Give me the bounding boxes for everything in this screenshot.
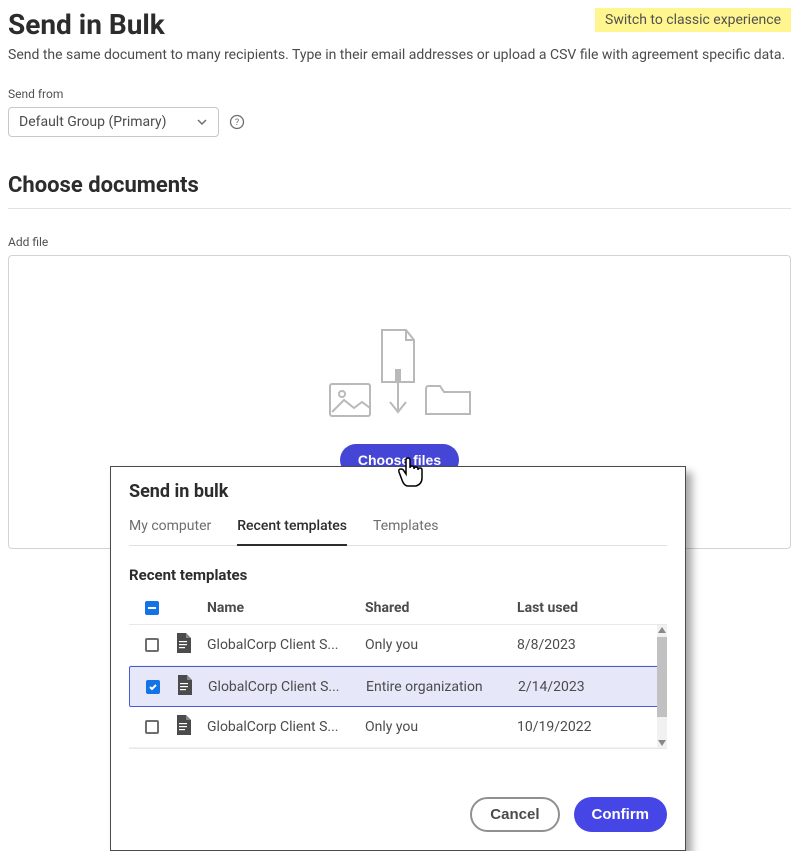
table-header: Name Shared Last used: [129, 592, 667, 624]
choose-documents-heading: Choose documents: [8, 173, 791, 209]
scroll-down-icon[interactable]: [657, 738, 667, 748]
table-title: Recent templates: [129, 566, 667, 584]
row-checkbox[interactable]: [145, 720, 159, 734]
file-picker-modal: Send in bulk My computer Recent template…: [110, 466, 686, 851]
row-last-used: 10/19/2022: [517, 719, 655, 735]
document-icon: [175, 715, 191, 735]
row-checkbox[interactable]: [145, 638, 159, 652]
row-checkbox[interactable]: [146, 680, 160, 694]
document-icon: [176, 675, 192, 695]
column-name[interactable]: Name: [207, 600, 365, 616]
page-title: Send in Bulk: [8, 8, 165, 41]
cancel-button[interactable]: Cancel: [470, 797, 559, 832]
tab-templates[interactable]: Templates: [373, 518, 439, 545]
svg-text:?: ?: [235, 118, 239, 128]
scroll-up-icon[interactable]: [657, 625, 667, 635]
send-from-select[interactable]: Default Group (Primary): [8, 107, 219, 137]
table-row[interactable]: GlobalCorp Client S... Only you 10/19/20…: [129, 707, 667, 748]
table-row[interactable]: GlobalCorp Client S... Entire organizati…: [129, 666, 667, 707]
tab-recent-templates[interactable]: Recent templates: [237, 518, 347, 546]
upload-icons: [328, 328, 472, 418]
row-name: GlobalCorp Client S...: [207, 637, 365, 653]
table-body: GlobalCorp Client S... Only you 8/8/2023…: [129, 624, 667, 749]
table-row[interactable]: GlobalCorp Client S... Only you 8/8/2023: [129, 625, 667, 666]
tab-my-computer[interactable]: My computer: [129, 518, 211, 545]
row-shared: Only you: [365, 719, 517, 735]
document-icon: [175, 633, 191, 653]
modal-tabs: My computer Recent templates Templates: [129, 518, 667, 546]
row-name: GlobalCorp Client S...: [207, 719, 365, 735]
scrollbar[interactable]: [657, 625, 667, 748]
classic-experience-link[interactable]: Switch to classic experience: [595, 8, 791, 32]
confirm-button[interactable]: Confirm: [574, 797, 668, 832]
row-shared: Entire organization: [366, 679, 518, 695]
chevron-down-icon: [196, 116, 208, 128]
column-last-used[interactable]: Last used: [517, 600, 667, 616]
help-icon[interactable]: ?: [229, 114, 245, 130]
column-shared[interactable]: Shared: [365, 600, 517, 616]
row-last-used: 2/14/2023: [518, 679, 654, 695]
send-from-label: Send from: [8, 87, 791, 101]
row-name: GlobalCorp Client S...: [208, 679, 366, 695]
page-subtitle: Send the same document to many recipient…: [8, 47, 791, 63]
send-from-value: Default Group (Primary): [19, 114, 166, 130]
row-shared: Only you: [365, 637, 517, 653]
row-last-used: 8/8/2023: [517, 637, 655, 653]
select-all-checkbox[interactable]: [145, 601, 159, 615]
cursor-pointer-icon: [396, 456, 424, 488]
scrollbar-thumb[interactable]: [657, 637, 667, 717]
add-file-label: Add file: [8, 235, 791, 249]
